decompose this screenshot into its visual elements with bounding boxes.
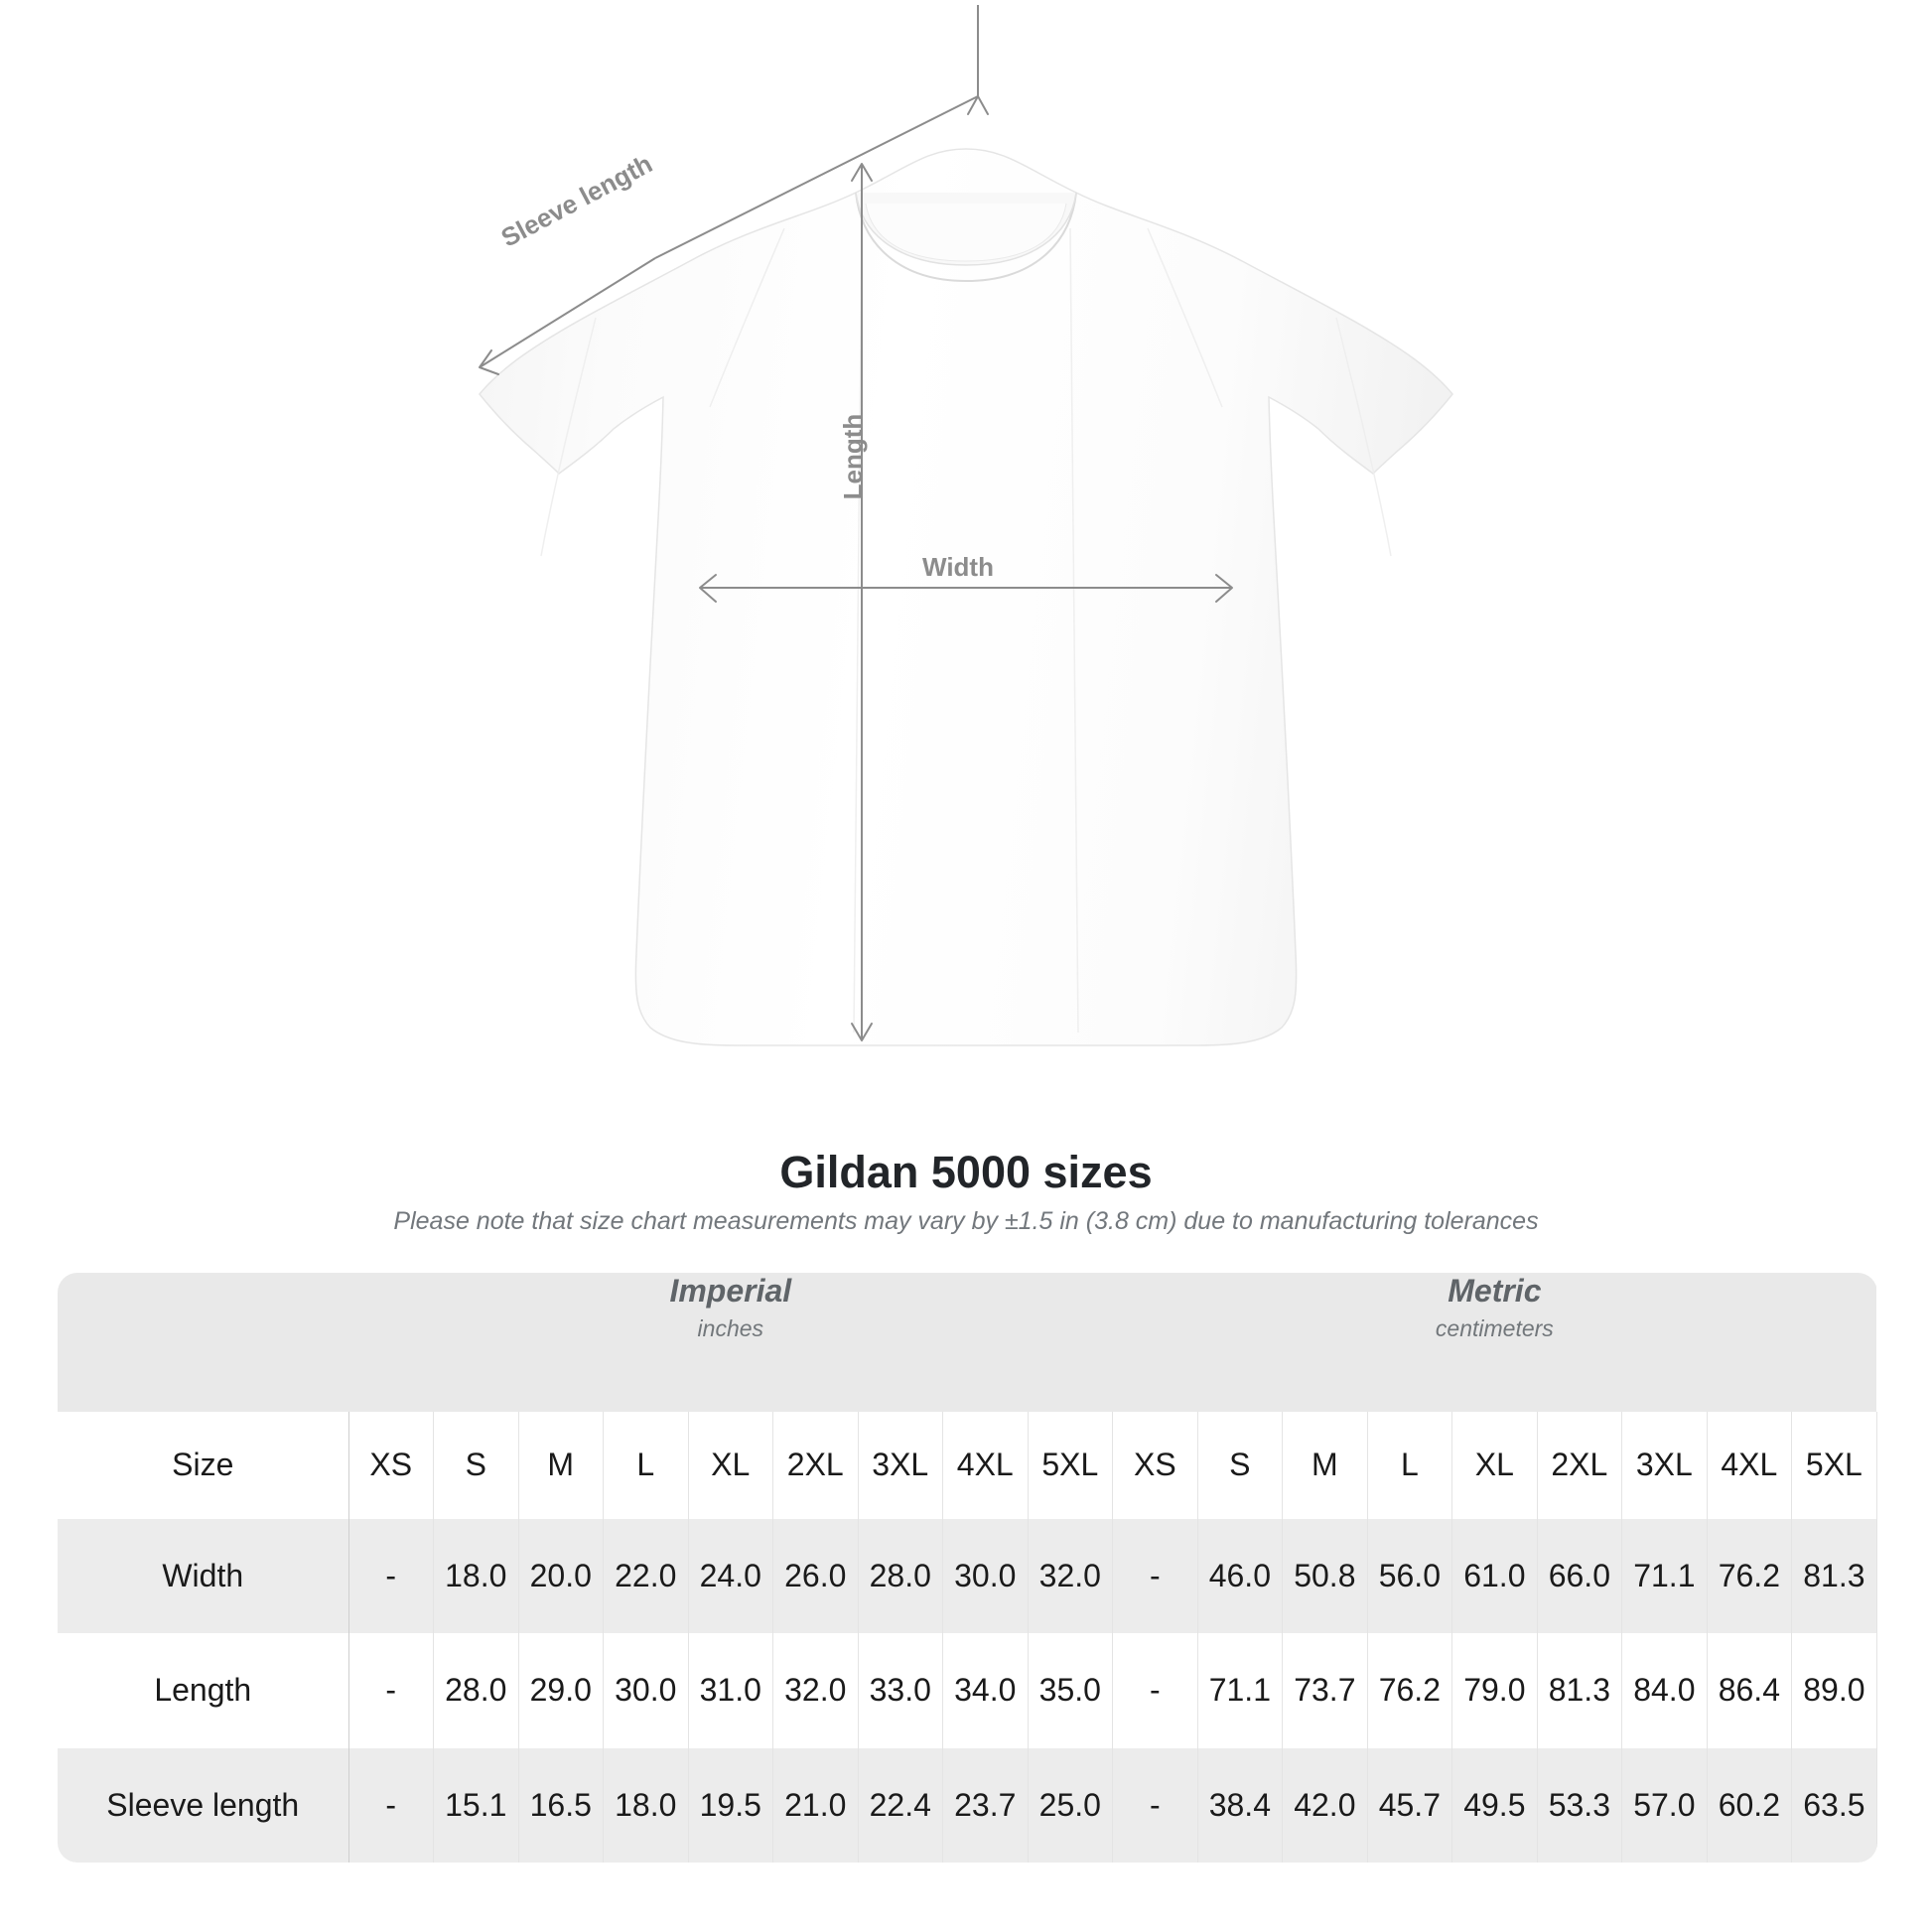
svg-text:Length: Length — [838, 414, 868, 500]
svg-text:Sleeve length: Sleeve length — [496, 148, 657, 252]
svg-text:Width: Width — [922, 552, 994, 582]
